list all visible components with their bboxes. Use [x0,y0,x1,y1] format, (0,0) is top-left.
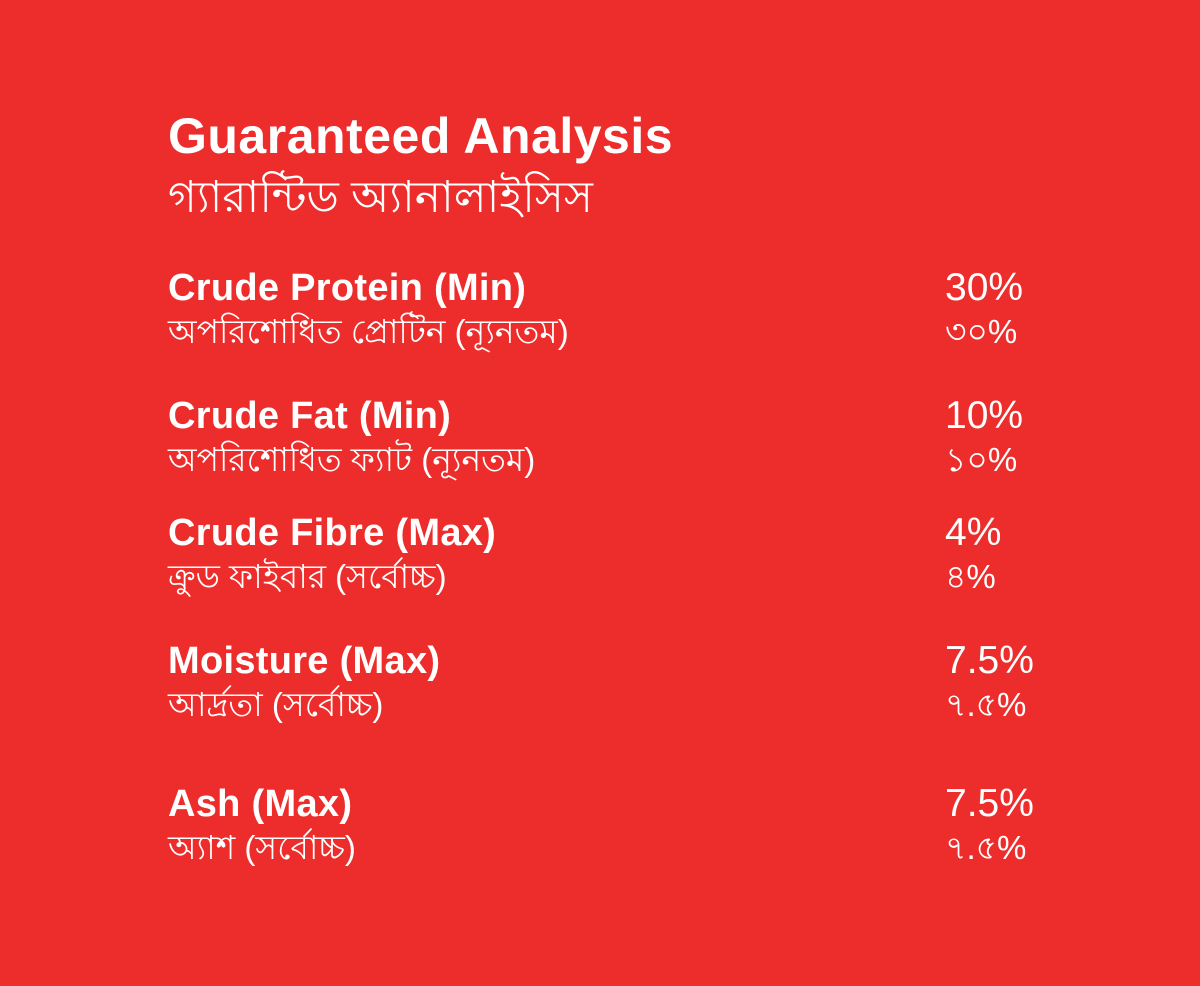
nutrient-value-bengali: ৭.৫% [945,829,1027,866]
nutrient-label-bengali: ক্রুড ফাইবার (সর্বোচ্চ) [168,558,447,595]
nutrient-value-bengali: ৪% [945,558,996,595]
analysis-table: Crude Protein (Min) অপরিশোধিত প্রোটিন (ন… [168,266,1068,870]
nutrient-label-english: Ash (Max) [168,783,353,825]
nutrient-values: 7.5% ৭.৫% [945,639,1068,727]
analysis-row: Crude Protein (Min) অপরিশোধিত প্রোটিন (ন… [168,266,1068,354]
nutrient-label-bengali: অপরিশোধিত প্রোটিন (ন্যূনতম) [168,313,569,350]
nutrient-values: 30% ৩০% [945,266,1068,354]
nutrient-labels: Crude Protein (Min) অপরিশোধিত প্রোটিন (ন… [168,266,945,354]
analysis-row: Moisture (Max) আর্দ্রতা (সর্বোচ্চ) 7.5% … [168,639,1068,727]
nutrient-label-english: Moisture (Max) [168,640,441,682]
nutrient-value-english: 10% [945,394,1024,437]
nutrient-values: 7.5% ৭.৫% [945,782,1068,870]
nutrient-value-bengali: ৩০% [945,313,1018,350]
analysis-row: Crude Fibre (Max) ক্রুড ফাইবার (সর্বোচ্চ… [168,511,1068,599]
nutrient-label-bengali: আর্দ্রতা (সর্বোচ্চ) [168,686,384,723]
guaranteed-analysis-panel: Guaranteed Analysis গ্যারান্টিড অ্যানালা… [168,108,1068,870]
nutrient-label-bengali: অপরিশোধিত ফ্যাট (ন্যূনতম) [168,441,536,478]
nutrient-labels: Crude Fibre (Max) ক্রুড ফাইবার (সর্বোচ্চ… [168,511,945,599]
analysis-row: Ash (Max) অ্যাশ (সর্বোচ্চ) 7.5% ৭.৫% [168,782,1068,870]
nutrient-value-english: 7.5% [945,782,1034,825]
nutrient-value-bengali: ১০% [945,441,1018,478]
nutrient-value-english: 30% [945,266,1024,309]
nutrient-label-english: Crude Fat (Min) [168,395,452,437]
nutrient-value-english: 4% [945,511,1002,554]
nutrient-values: 4% ৪% [945,511,1068,599]
nutrient-labels: Moisture (Max) আর্দ্রতা (সর্বোচ্চ) [168,639,945,727]
nutrient-labels: Crude Fat (Min) অপরিশোধিত ফ্যাট (ন্যূনতম… [168,394,945,482]
panel-title-english: Guaranteed Analysis [168,108,674,164]
nutrient-value-bengali: ৭.৫% [945,686,1027,723]
nutrient-label-bengali: অ্যাশ (সর্বোচ্চ) [168,829,356,866]
analysis-row: Crude Fat (Min) অপরিশোধিত ফ্যাট (ন্যূনতম… [168,394,1068,482]
nutrient-labels: Ash (Max) অ্যাশ (সর্বোচ্চ) [168,782,945,870]
nutrient-label-english: Crude Protein (Min) [168,267,527,309]
nutrient-values: 10% ১০% [945,394,1068,482]
panel-title-bengali: গ্যারান্টিড অ্যানালাইসিস [168,173,593,222]
nutrient-value-english: 7.5% [945,639,1034,682]
nutrient-label-english: Crude Fibre (Max) [168,512,497,554]
